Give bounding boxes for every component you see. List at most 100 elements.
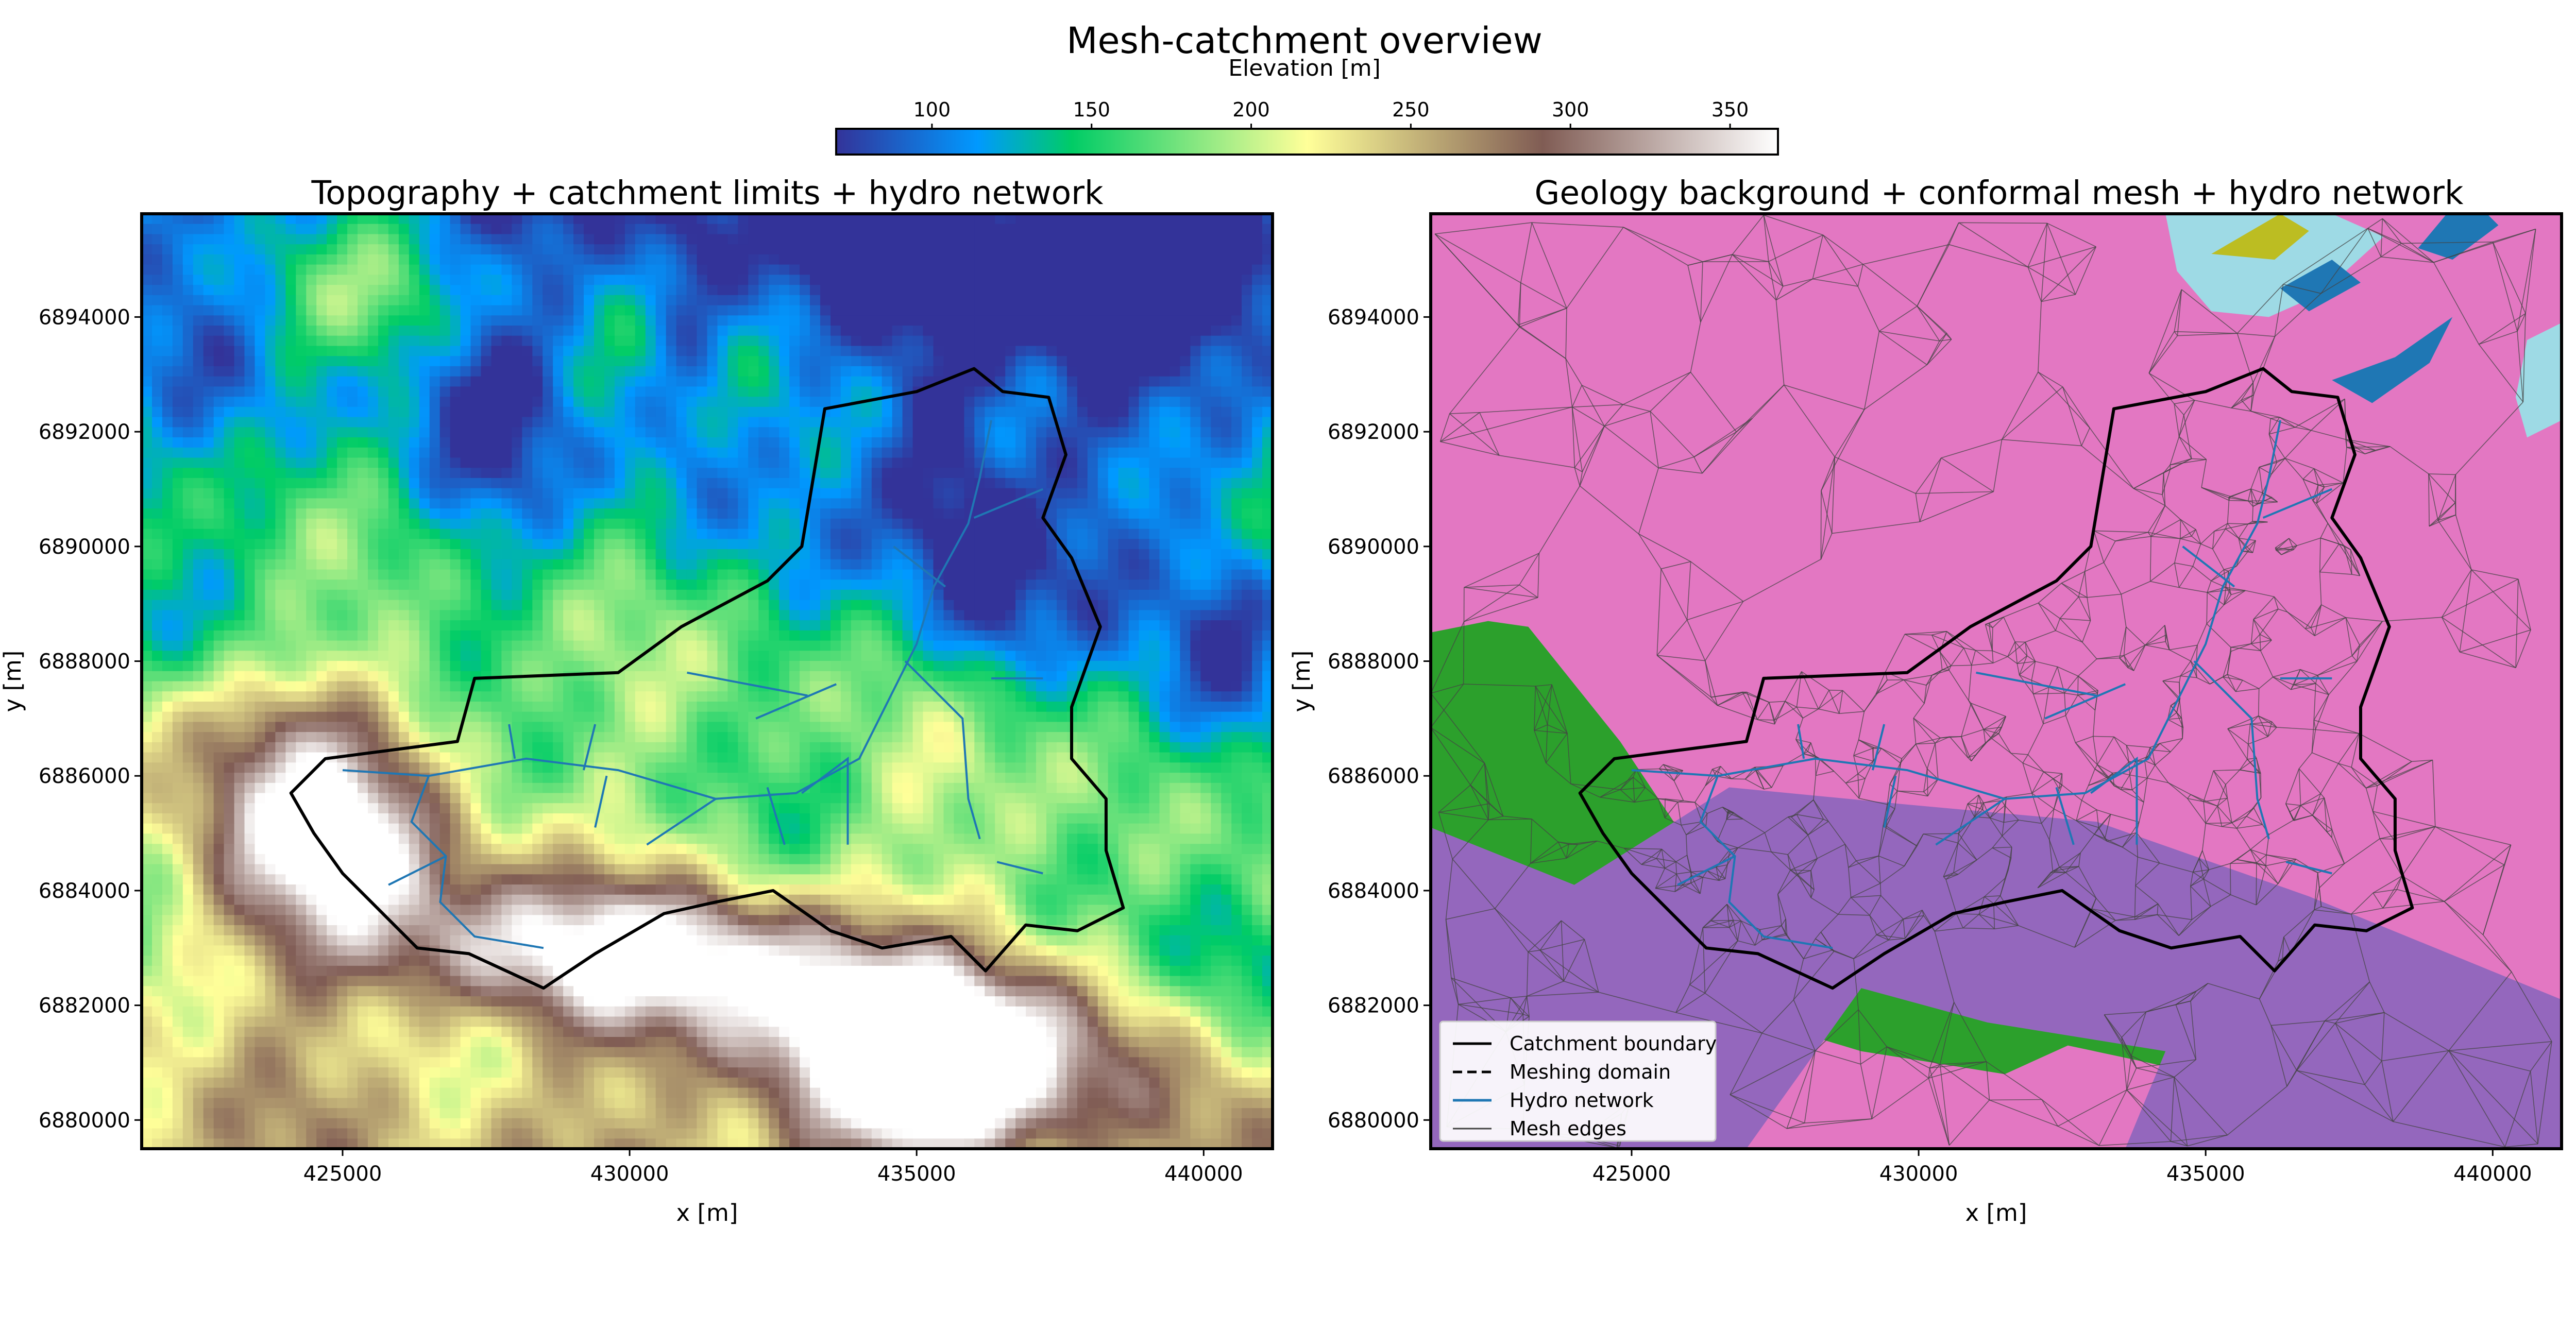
- legend-label: Catchment boundary: [1510, 1032, 1717, 1055]
- mesh-edge: [2276, 545, 2297, 551]
- mesh-edge: [1736, 384, 1785, 433]
- mesh-edge: [1693, 431, 1737, 457]
- mesh-edge: [2369, 981, 2385, 1013]
- mesh-edge: [1990, 716, 2006, 738]
- mesh-edge: [1659, 768, 1683, 771]
- mesh-edge: [1732, 254, 1769, 262]
- mesh-edge: [1777, 894, 1786, 919]
- mesh-edge: [2351, 655, 2358, 662]
- mesh-edge: [1875, 679, 1904, 695]
- mesh-edge: [1535, 686, 1548, 725]
- mesh-edge: [1998, 733, 2011, 754]
- mesh-edge: [2270, 1025, 2287, 1087]
- colorbar-tick-label: 150: [1073, 98, 1110, 121]
- mesh-edge: [2148, 532, 2181, 539]
- mesh-edge: [2129, 774, 2147, 779]
- topography-xlabel: x [m]: [676, 1199, 738, 1226]
- mesh-edge: [2075, 742, 2098, 765]
- mesh-edge: [2517, 331, 2524, 402]
- mesh-edge: [2174, 331, 2178, 336]
- mesh-edge: [1928, 1068, 1930, 1079]
- mesh-edge: [2121, 594, 2127, 627]
- mesh-edge: [1880, 895, 1904, 919]
- mesh-edge: [2187, 1134, 2228, 1147]
- mesh-edge: [1464, 587, 1538, 598]
- mesh-edge: [1537, 553, 1540, 598]
- mesh-edge: [2366, 759, 2433, 789]
- mesh-edge: [2082, 620, 2091, 642]
- mesh-edge: [1903, 910, 1923, 920]
- mesh-edge: [2174, 403, 2184, 416]
- mesh-edge: [1726, 904, 1741, 922]
- mesh-edge: [2437, 474, 2456, 521]
- mesh-edge: [1818, 708, 1840, 714]
- mesh-edge: [2091, 898, 2097, 909]
- mesh-edge: [2285, 803, 2301, 806]
- mesh-edge: [1732, 254, 1776, 301]
- mesh-edge: [2517, 229, 2536, 332]
- mesh-edge: [2104, 1011, 2146, 1015]
- mesh-edge: [2267, 727, 2277, 737]
- mesh-edge: [1604, 404, 1623, 427]
- mesh-edge: [1703, 919, 1734, 928]
- mesh-edge: [2257, 492, 2263, 504]
- topography-ytick-label: 6888000: [39, 650, 130, 674]
- mesh-edge: [1807, 751, 1816, 757]
- mesh-edge: [2207, 581, 2212, 593]
- mesh-edge: [2178, 906, 2211, 936]
- mesh-edge: [1470, 763, 1485, 786]
- mesh-edge: [1526, 951, 1529, 996]
- mesh-edge: [1488, 815, 1503, 821]
- mesh-edge: [2222, 826, 2237, 829]
- colorbar-label: Elevation [m]: [1228, 55, 1381, 81]
- mesh-edge: [1858, 739, 1873, 749]
- mesh-edge: [2136, 756, 2149, 762]
- mesh-edge: [2010, 753, 2023, 763]
- mesh-edge: [1784, 384, 1865, 410]
- mesh-edge: [1931, 631, 1947, 636]
- mesh-edge: [2238, 523, 2249, 539]
- mesh-edge: [1968, 700, 1984, 730]
- mesh-edge: [2290, 685, 2294, 690]
- mesh-edge: [2537, 1041, 2552, 1144]
- mesh-edge: [1702, 431, 1737, 474]
- mesh-edge: [2224, 594, 2232, 605]
- mesh-edge: [2096, 810, 2099, 828]
- mesh-edge: [1820, 456, 1836, 559]
- mesh-edge: [1571, 407, 1575, 468]
- mesh-edge: [2131, 1055, 2175, 1078]
- mesh-edge: [2274, 597, 2279, 609]
- mesh-edge: [1570, 783, 1601, 798]
- mesh-edge: [2075, 742, 2095, 770]
- mesh-edge: [1926, 333, 1947, 365]
- mesh-edge: [1539, 950, 1564, 982]
- mesh-edge: [2038, 603, 2056, 631]
- mesh-edge: [2201, 487, 2231, 497]
- mesh-edge: [2217, 784, 2226, 807]
- mesh-edge: [2346, 447, 2365, 454]
- mesh-edge: [1710, 920, 1730, 928]
- mesh-edge: [2047, 223, 2096, 247]
- mesh-edge: [2190, 878, 2204, 887]
- mesh-edge: [2022, 762, 2044, 772]
- mesh-edge: [1661, 849, 1666, 868]
- mesh-edge: [2002, 822, 2005, 836]
- mesh-edge: [1737, 940, 1755, 946]
- mesh-edge: [2059, 866, 2079, 868]
- mesh-edge: [2087, 597, 2091, 621]
- mesh-edge: [2084, 562, 2104, 572]
- mesh-edge: [1574, 467, 1581, 486]
- mesh-edge: [1757, 719, 1775, 725]
- mesh-edge: [1656, 849, 1663, 859]
- colorbar-gradient: [835, 128, 1779, 156]
- mesh-edge: [2168, 782, 2191, 795]
- mesh-edge: [2270, 418, 2295, 428]
- mesh-edge: [1530, 844, 1569, 864]
- mesh-edge: [1815, 758, 1821, 776]
- mesh-edge: [2300, 669, 2316, 684]
- mesh-edge: [2014, 641, 2028, 656]
- mesh-edge: [2351, 766, 2378, 786]
- mesh-edge: [1539, 920, 1562, 951]
- mesh-edge: [1716, 766, 1721, 777]
- mesh-edge: [1858, 778, 1866, 799]
